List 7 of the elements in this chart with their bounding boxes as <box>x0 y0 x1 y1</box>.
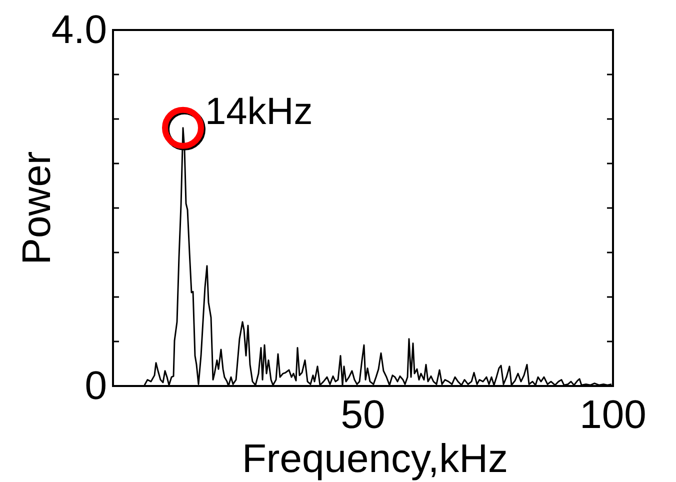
y-tick-label: 0 <box>84 364 107 408</box>
annotation: 14kHz <box>205 90 313 133</box>
x-tick-label: 50 <box>340 393 386 437</box>
y-axis-title: Power <box>15 151 59 265</box>
x-axis-title: Frequency,kHz <box>242 437 508 481</box>
x-tick-label: 100 <box>580 393 646 437</box>
y-tick-label: 4.0 <box>51 8 107 52</box>
